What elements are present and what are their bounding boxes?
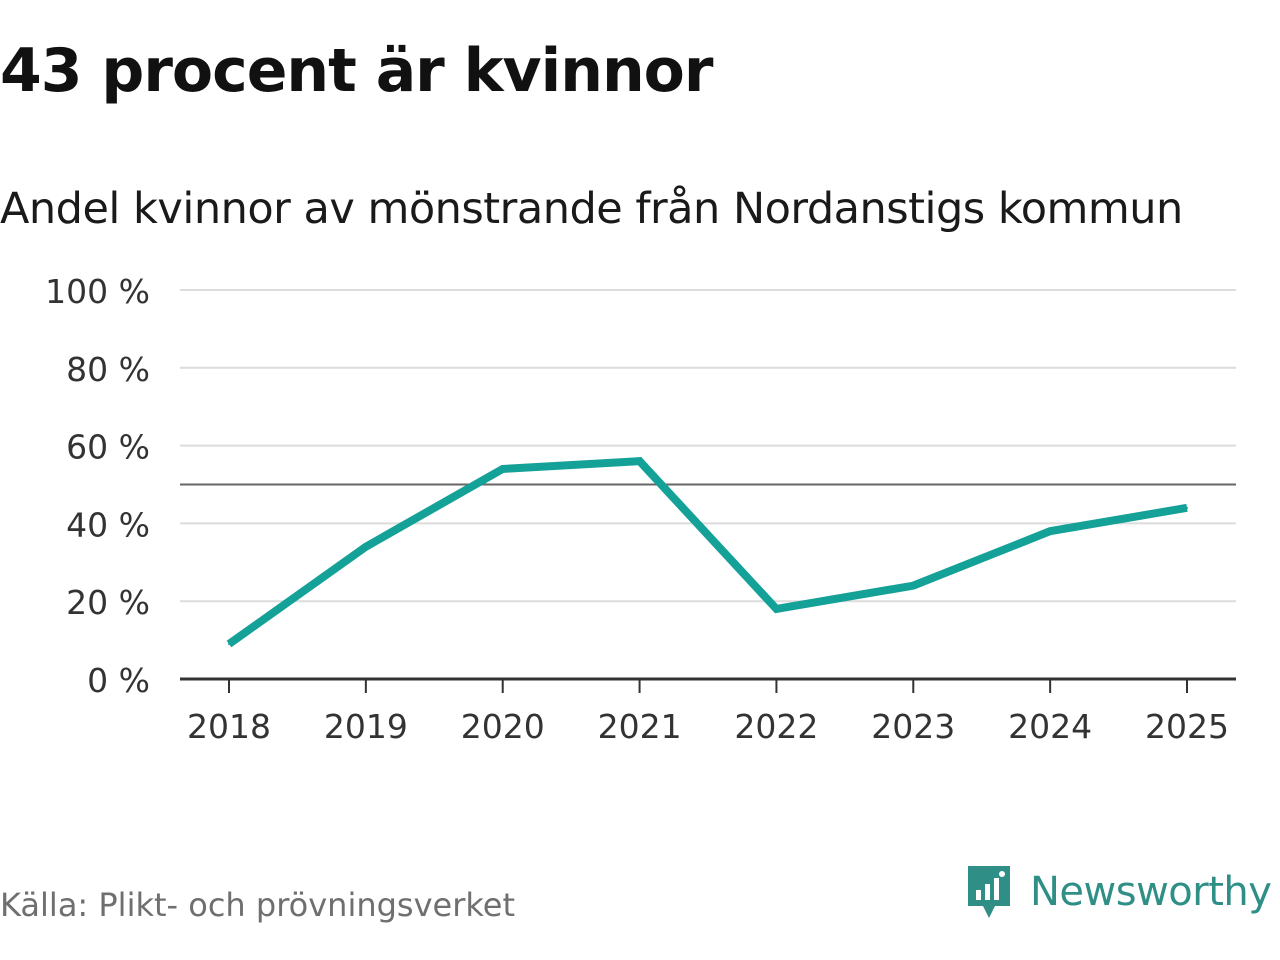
x-tick-label: 2019 xyxy=(324,707,408,746)
y-tick-label: 0 % xyxy=(87,661,150,700)
chart-subtitle: Andel kvinnor av mönstrande från Nordans… xyxy=(0,184,1183,234)
series-group xyxy=(226,457,1188,648)
newsworthy-logo-icon xyxy=(968,866,1010,918)
y-tick-label: 20 % xyxy=(66,583,150,622)
x-axis: 2018 2019 2020 2021 2022 2023 2024 2025 xyxy=(180,677,1236,746)
brand-logo: Newsworthy xyxy=(964,862,1272,922)
x-tick-label: 2025 xyxy=(1145,707,1229,746)
x-tick-label: 2024 xyxy=(1008,707,1092,746)
y-tick-label: 100 % xyxy=(45,272,150,311)
series-line xyxy=(226,457,1188,648)
data-point xyxy=(912,584,915,587)
data-point xyxy=(1186,506,1188,509)
x-tick-label: 2023 xyxy=(871,707,955,746)
x-tick-label: 2021 xyxy=(598,707,682,746)
gridlines xyxy=(180,289,1236,603)
y-tick-label: 40 % xyxy=(66,505,150,544)
data-point xyxy=(775,607,778,610)
data-point xyxy=(501,467,504,470)
x-tick-label: 2022 xyxy=(734,707,818,746)
y-axis: 0 % 20 % 40 % 60 % 80 % 100 % xyxy=(45,272,150,700)
brand-name: Newsworthy xyxy=(1030,869,1272,915)
y-tick-label: 60 % xyxy=(66,428,150,467)
chart-title: 43 procent är kvinnor xyxy=(0,36,713,106)
data-point xyxy=(638,460,641,463)
x-tick-label: 2018 xyxy=(187,707,271,746)
data-point xyxy=(364,545,367,548)
x-tick-label: 2020 xyxy=(461,707,545,746)
y-tick-label: 80 % xyxy=(66,350,150,389)
data-point xyxy=(1049,530,1052,533)
data-point xyxy=(228,642,230,645)
source-note: Källa: Plikt- och prövningsverket xyxy=(0,886,515,924)
